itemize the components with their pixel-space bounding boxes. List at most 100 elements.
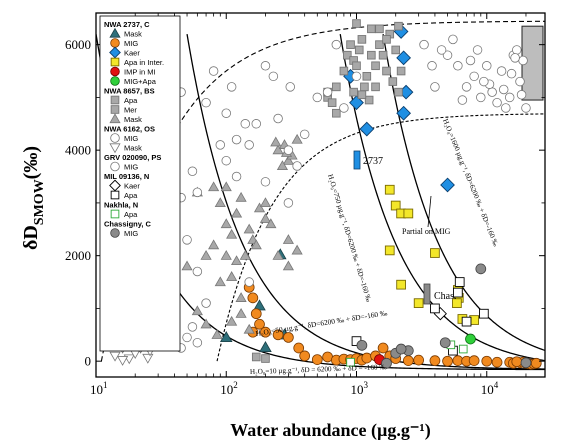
kaer-2737-bar [353, 150, 361, 170]
data-point [396, 66, 406, 76]
data-point [285, 82, 295, 92]
data-point [221, 155, 231, 166]
legend-item-label: Apa [124, 96, 138, 105]
data-point [476, 92, 486, 103]
data-point [221, 108, 231, 118]
data-point [388, 77, 398, 86]
data-point [343, 50, 352, 60]
curve-label-50: H₂O₀=50 µg.g⁻¹, δD=6200 ‰ + δD=-160 ‰ [255, 308, 389, 338]
series-nwa-2737-mig-apa [465, 333, 476, 345]
data-point [251, 352, 261, 362]
legend-marker [110, 57, 120, 67]
legend-item-label: MIG [124, 39, 138, 48]
curve-label-50-text: H₂O₀=50 µg.g⁻¹, δD=6200 ‰ + δD=-160 ‰ [255, 308, 389, 338]
legend-item-label: Apa [124, 191, 138, 200]
data-point [240, 119, 251, 129]
data-point [530, 357, 542, 369]
dashed-curve-lower [216, 113, 545, 362]
data-point [192, 337, 203, 348]
data-point [487, 87, 497, 97]
data-point [419, 39, 429, 50]
chas-bar [423, 283, 431, 305]
data-point [282, 234, 294, 244]
data-point [187, 166, 198, 177]
data-point [378, 50, 388, 60]
data-point [479, 76, 489, 87]
data-point [215, 140, 226, 150]
data-point [453, 61, 463, 71]
data-point [260, 177, 271, 187]
data-point [219, 331, 233, 343]
data-point [429, 355, 441, 367]
data-point [498, 84, 509, 95]
legend-item-label: Mask [124, 115, 142, 124]
data-point [472, 45, 483, 55]
data-point [230, 255, 243, 266]
legend-item-label: MIG+Apa [124, 77, 157, 86]
data-point [515, 76, 525, 87]
data-point [311, 354, 323, 365]
data-point [231, 134, 242, 145]
data-point [299, 129, 310, 140]
data-point [247, 292, 259, 304]
data-point [187, 322, 198, 332]
data-point [250, 308, 262, 320]
data-point [360, 82, 369, 92]
data-points [105, 19, 542, 370]
data-point [191, 305, 203, 316]
data-point [327, 98, 337, 107]
legend-marker [110, 105, 120, 114]
annotation-2737: 2737 [363, 156, 383, 167]
legend-group-title: NWA 2737, C [104, 20, 150, 29]
axes: 101 102 103 104 0 2000 4000 6000 [65, 12, 546, 397]
legend-marker [110, 95, 120, 105]
data-point [382, 35, 391, 44]
legend-group-title: NWA 6162, OS [104, 125, 155, 134]
legend-marker [110, 38, 120, 48]
curve-label-750: H₂O₀=750 µg.g⁻¹, δD=6200 ‰ + δD=-160 ‰ [326, 173, 373, 303]
axis-labels: Water abundance (µg.g⁻¹) δDSMOW(‰) [20, 146, 431, 441]
x-axis-title: Water abundance (µg.g⁻¹) [230, 420, 430, 441]
data-point [367, 50, 376, 60]
data-point [457, 95, 468, 105]
data-point [511, 356, 523, 368]
data-point [354, 45, 364, 55]
data-point [491, 356, 503, 368]
data-point [235, 191, 247, 202]
data-point [452, 298, 462, 308]
data-point [226, 82, 237, 92]
data-point [226, 228, 238, 239]
data-point [243, 223, 255, 234]
legend-item-label: Mask [124, 144, 142, 153]
data-point [357, 35, 367, 44]
data-point [259, 197, 272, 207]
data-point [475, 263, 487, 275]
data-point [283, 332, 294, 343]
partial-arrow [427, 195, 432, 228]
data-point [384, 245, 395, 256]
data-point [251, 119, 262, 129]
data-point [501, 103, 511, 113]
data-point [220, 181, 232, 192]
data-point [272, 329, 284, 341]
data-point [116, 356, 129, 366]
data-point [461, 82, 472, 92]
data-point [339, 66, 349, 76]
data-point [253, 202, 266, 213]
data-point [352, 19, 361, 28]
data-point [291, 244, 303, 255]
data-point [349, 95, 364, 111]
data-point [142, 353, 154, 364]
legend-item-label: Apa [124, 210, 138, 219]
data-point [469, 71, 479, 82]
data-point [226, 315, 238, 326]
data-point [492, 97, 502, 108]
data-point [250, 239, 262, 250]
data-point [200, 249, 212, 260]
data-point [349, 87, 358, 97]
data-point [453, 287, 463, 298]
data-point [332, 82, 341, 92]
data-point [394, 87, 403, 97]
y-tick-label: 0 [85, 354, 92, 369]
data-point [436, 45, 447, 55]
